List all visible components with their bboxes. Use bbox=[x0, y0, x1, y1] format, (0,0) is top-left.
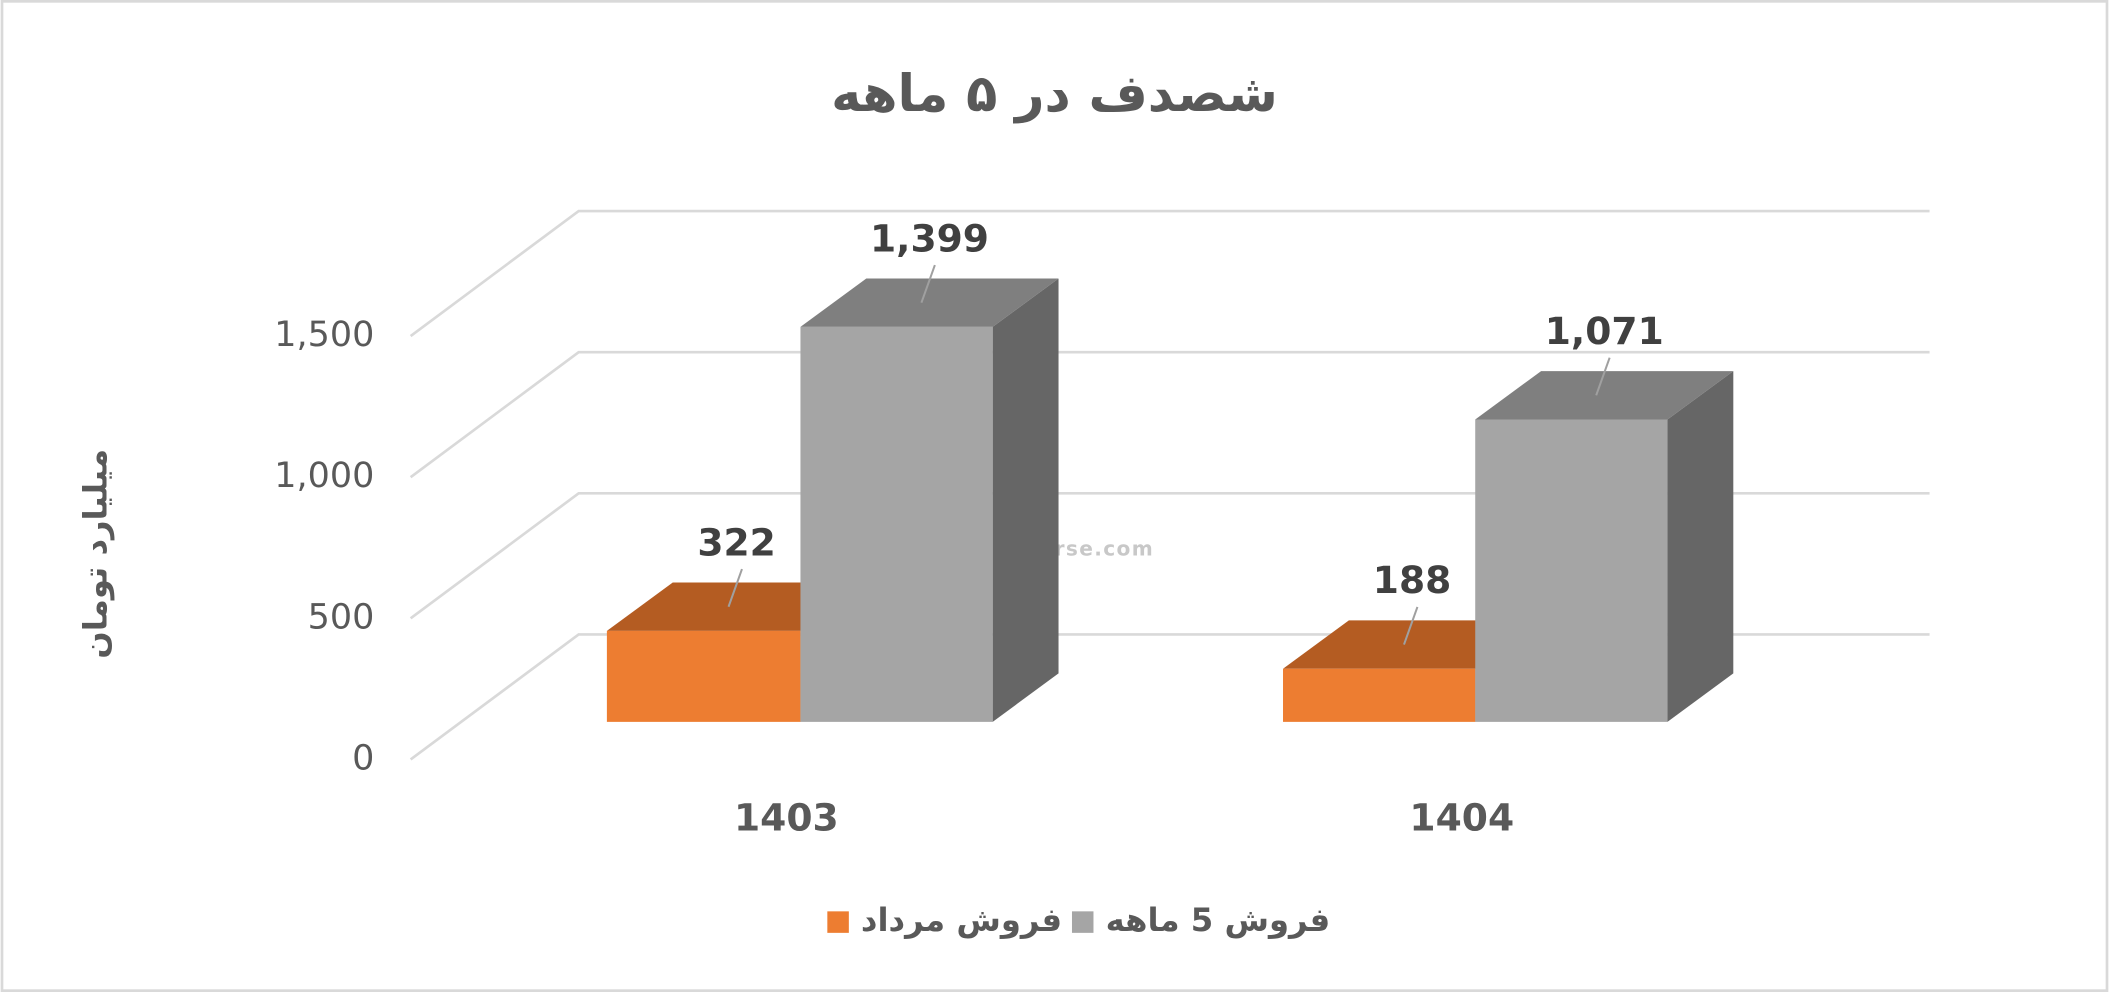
bar-front bbox=[1475, 419, 1668, 722]
data-label: 322 bbox=[697, 520, 776, 564]
legend-label: فروش مرداد bbox=[861, 901, 1062, 939]
data-label: 188 bbox=[1373, 558, 1452, 602]
bar bbox=[1475, 371, 1734, 722]
legend-swatch bbox=[827, 911, 849, 933]
leader-line bbox=[1595, 357, 1611, 396]
data-label: 1,399 bbox=[870, 216, 989, 260]
data-label: 1,071 bbox=[1545, 309, 1664, 353]
y-tick-label: 1,500 bbox=[274, 315, 374, 355]
bar-front bbox=[606, 630, 801, 722]
bar-side bbox=[1667, 371, 1734, 722]
legend-swatch bbox=[1071, 911, 1094, 933]
bar-top bbox=[800, 278, 1059, 327]
bar-side bbox=[992, 278, 1059, 722]
y-tick-label: 1,000 bbox=[274, 456, 374, 496]
grid-line bbox=[409, 209, 1930, 338]
y-tick-label: 0 bbox=[352, 738, 374, 778]
grid-line bbox=[409, 350, 1930, 479]
bar-top bbox=[1475, 371, 1734, 420]
x-tick-label: 1403 bbox=[734, 795, 839, 839]
y-axis-label: میلیارد تومان bbox=[76, 449, 114, 659]
leader-line bbox=[1403, 606, 1419, 645]
bar-front bbox=[800, 326, 993, 722]
leader-line bbox=[920, 264, 936, 304]
leader-line bbox=[727, 568, 743, 608]
bar bbox=[800, 278, 1059, 722]
bar-front bbox=[1283, 668, 1476, 722]
legend-label: فروش 5 ماهه bbox=[1106, 901, 1331, 939]
x-tick-label: 1404 bbox=[1409, 795, 1514, 839]
chart-title: شصدف در ۵ ماهه bbox=[831, 65, 1278, 124]
y-tick-label: 500 bbox=[308, 597, 375, 637]
